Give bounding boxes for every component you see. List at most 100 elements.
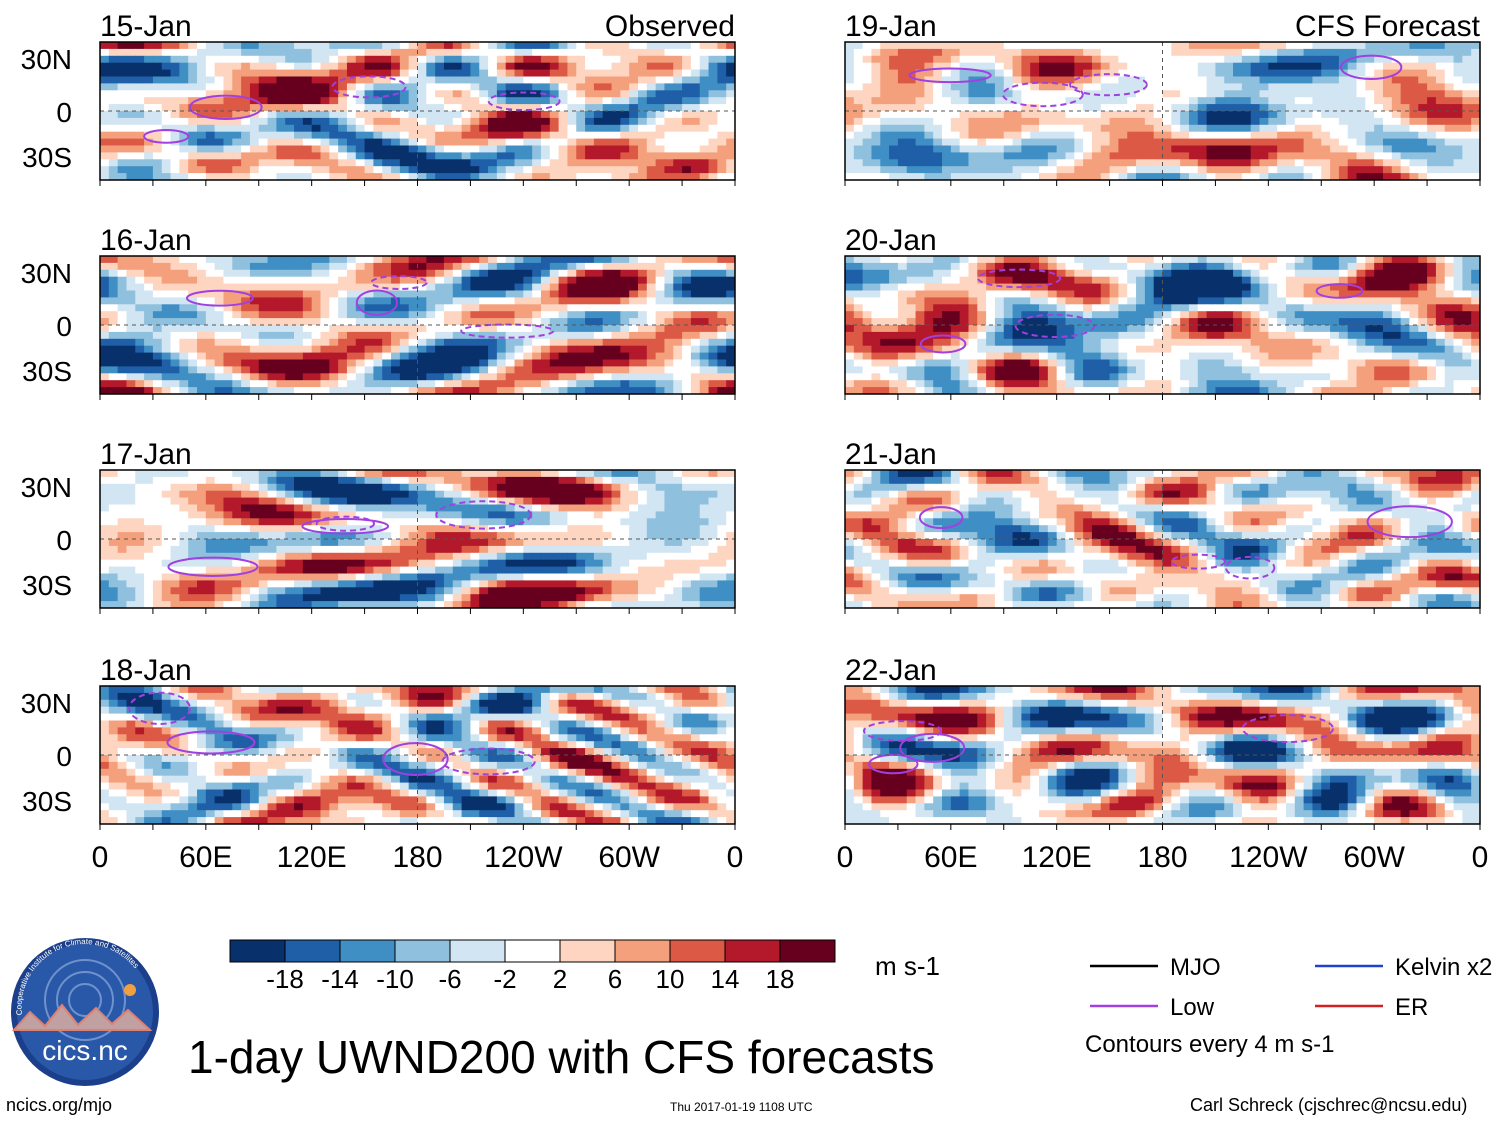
heatmap-cell (567, 734, 577, 742)
heatmap-cell (285, 304, 295, 312)
heatmap-cell (496, 97, 507, 105)
heatmap-cell (302, 504, 313, 512)
heatmap-cell (258, 325, 269, 333)
heatmap-cell (152, 304, 163, 312)
heatmap-cell (505, 131, 516, 140)
heatmap-cell (126, 55, 136, 64)
heatmap-cell (161, 262, 172, 271)
heatmap-cell (179, 256, 189, 264)
heatmap-cell (655, 366, 665, 374)
heatmap-cell (249, 699, 260, 708)
heatmap-cell (205, 145, 216, 153)
heatmap-cell (673, 159, 683, 167)
heatmap-cell (479, 159, 489, 167)
heatmap-cell (329, 706, 339, 715)
heatmap-cell (602, 587, 613, 595)
heatmap-cell (479, 69, 489, 77)
heatmap-cell (161, 741, 172, 749)
heatmap-cell (373, 90, 383, 98)
heatmap-cell (470, 269, 480, 278)
heatmap-cell (232, 111, 242, 119)
heatmap-cell (152, 318, 163, 326)
heatmap-cell (161, 734, 172, 742)
heatmap-cell (399, 587, 410, 595)
heatmap-cell (611, 352, 621, 360)
heatmap-cell (461, 76, 471, 84)
heatmap-cell (373, 173, 383, 181)
heatmap-cell (391, 720, 401, 728)
heatmap-cell (179, 311, 189, 319)
heatmap-cell (505, 573, 516, 581)
heatmap-cell (496, 83, 507, 91)
heatmap-cell (682, 276, 692, 285)
heatmap-cell (673, 573, 683, 581)
heatmap-cell (726, 297, 736, 305)
heatmap-cell (152, 331, 163, 340)
heatmap-cell (523, 359, 533, 367)
heatmap-cell (285, 83, 295, 91)
heatmap-cell (329, 559, 339, 568)
heatmap-cell (690, 117, 701, 126)
heatmap-cell (540, 290, 551, 298)
heatmap-cell (540, 62, 551, 71)
heatmap-cell (179, 131, 189, 140)
heatmap-cell (126, 727, 136, 735)
heatmap-cell (355, 552, 366, 561)
heatmap-cell (417, 352, 427, 360)
heatmap-cell (232, 601, 242, 609)
heatmap-cell (646, 699, 657, 708)
heatmap-cell (726, 256, 736, 264)
heatmap-cell (223, 706, 233, 715)
heatmap-cell (637, 587, 648, 595)
heatmap-cell (576, 352, 586, 360)
heatmap-cell (426, 262, 436, 271)
heatmap-cell (426, 352, 436, 360)
heatmap-cell (249, 331, 260, 340)
heatmap-cell (673, 117, 683, 126)
heatmap-cell (505, 290, 516, 298)
heatmap-cell (523, 734, 533, 742)
heatmap-cell (461, 331, 471, 340)
heatmap-cell (699, 366, 710, 374)
heatmap-cell (435, 304, 445, 312)
heatmap-cell (567, 111, 577, 119)
heatmap-cell (346, 69, 357, 77)
heatmap-cell (144, 387, 154, 395)
heatmap-cell (549, 518, 560, 526)
heatmap-cell (205, 734, 216, 742)
heatmap-cell (629, 290, 639, 298)
heatmap-cell (488, 131, 498, 140)
heatmap-cell (593, 594, 604, 602)
heatmap-cell (373, 490, 383, 499)
heatmap-cell (567, 518, 577, 526)
heatmap-cell (708, 338, 718, 347)
heatmap-cell (585, 138, 595, 146)
heatmap-cell (708, 387, 718, 395)
heatmap-cell (646, 552, 657, 561)
heatmap-cell (294, 380, 304, 388)
heatmap-cell (285, 545, 295, 554)
heatmap-cell (108, 559, 119, 568)
heatmap-cell (338, 580, 348, 588)
heatmap-cell (382, 380, 392, 388)
heatmap-cell (399, 83, 410, 91)
heatmap-cell (170, 497, 180, 505)
heatmap-cell (241, 48, 251, 57)
heatmap-cell (399, 532, 410, 540)
heatmap-cell (329, 539, 339, 547)
heatmap-cell (593, 566, 604, 574)
heatmap-cell (602, 297, 613, 305)
heatmap-cell (391, 601, 401, 609)
heatmap-cell (576, 504, 586, 512)
heatmap-cell (285, 594, 295, 602)
heatmap-cell (126, 380, 136, 388)
heatmap-cell (241, 55, 251, 64)
heatmap-cell (611, 138, 621, 146)
heatmap-cell (558, 69, 568, 77)
heatmap-cell (223, 511, 233, 519)
heatmap-cell (311, 276, 321, 285)
heatmap-cell (126, 483, 136, 492)
heatmap-cell (611, 490, 621, 499)
heatmap-cell (629, 545, 639, 554)
heatmap-cell (311, 532, 321, 540)
